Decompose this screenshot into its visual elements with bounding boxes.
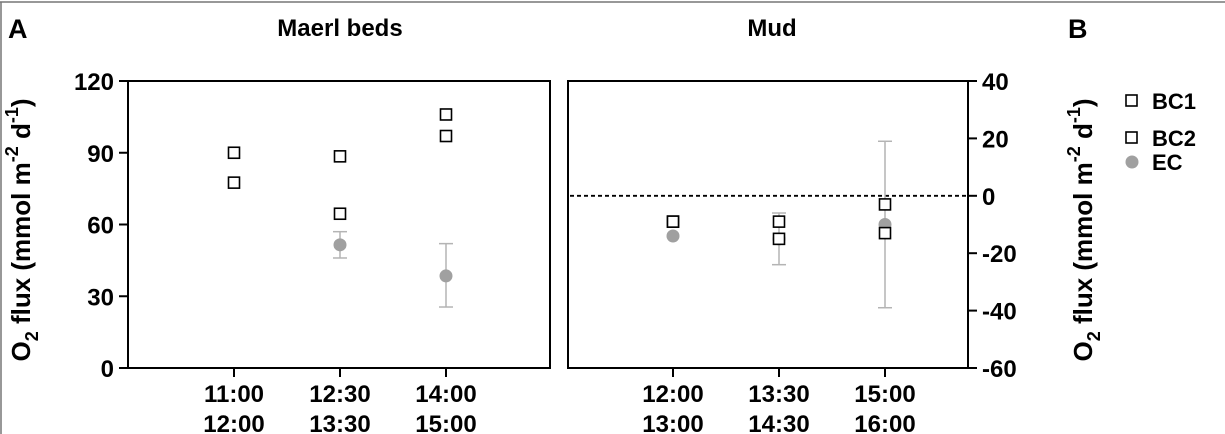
panel-a-point-ec <box>439 269 453 283</box>
panel-a-point-bc1 <box>439 129 453 143</box>
panel-a-frame <box>127 80 551 369</box>
panel-b-ytick-label: -60 <box>982 356 1017 383</box>
panel-b-ytick-label: -20 <box>982 241 1017 268</box>
panel-a-point-bc2 <box>227 146 241 160</box>
panel-b-ytick-label: -40 <box>982 299 1017 326</box>
panel-a-ytick-label: 120 <box>74 69 114 96</box>
panel-b-point-bc1 <box>772 215 786 228</box>
panel-a-xtick-label-end: 13:30 <box>309 411 370 434</box>
panel-b-y-axis-title: O2 flux (mmol m-2 d-1) <box>1064 98 1104 361</box>
panel-a-label: A <box>8 14 28 44</box>
legend-label-bc1: BC1 <box>1152 89 1196 114</box>
panel-a-point-bc1 <box>333 207 347 221</box>
panel-a-ytick-label: 90 <box>87 141 114 168</box>
panel-b-ytick-label: 40 <box>982 69 1009 96</box>
legend-label-bc2: BC2 <box>1152 126 1196 151</box>
panel-b-ytick-label: 0 <box>982 184 995 211</box>
panel-b-frame <box>567 80 969 369</box>
panel-b-label: B <box>1068 14 1088 44</box>
panel-b-point-ec <box>666 229 680 243</box>
panel-a-ytick-label: 30 <box>87 284 114 311</box>
panel-a-point-bc2 <box>439 108 453 121</box>
panel-b-title: Mud <box>747 15 796 42</box>
panel-b-xtick-label-start: 13:30 <box>748 381 809 408</box>
panel-b-xtick-label-start: 12:00 <box>642 381 703 408</box>
panel-a-ytick-label: 0 <box>101 356 114 383</box>
panel-b-point-bc2 <box>878 226 892 240</box>
panel-b-point-bc2 <box>666 215 680 228</box>
panel-b-point-bc1 <box>878 198 892 211</box>
panel-a-plot: 0 30 60 90 120 11:00 12:00 12:30 13:30 14:00 15:00 <box>74 69 477 434</box>
panel-a-xtick-label-start: 12:30 <box>309 381 370 408</box>
panel-a-xtick-label-end: 12:00 <box>203 411 264 434</box>
panel-b-xtick-label-start: 15:00 <box>854 381 915 408</box>
panel-b-ytick-label: 20 <box>982 126 1009 153</box>
panel-a-title: Maerl beds <box>277 15 402 42</box>
panel-a-point-bc1 <box>227 176 241 189</box>
panel-a-point-bc2 <box>333 150 347 163</box>
legend: BC1 BC2 EC <box>1125 89 1196 175</box>
legend-label-ec: EC <box>1152 150 1183 175</box>
panel-a-xtick-label-start: 11:00 <box>204 381 264 408</box>
panel-b-point-bc2 <box>772 232 786 246</box>
panel-a-xtick-label-end: 15:00 <box>415 411 476 434</box>
panel-b-xtick-label-end: 13:00 <box>642 411 703 434</box>
panel-b-plot: -60 -40 -20 0 20 40 12:00 13:00 13:30 14:30 15:00 1… <box>570 69 1017 434</box>
panel-b-xtick-label-end: 14:30 <box>748 411 809 434</box>
panel-a-ytick-label: 60 <box>87 213 114 240</box>
legend-marker-ec <box>1125 155 1139 169</box>
legend-marker-bc2 <box>1125 131 1138 144</box>
panel-a-y-axis-title: O2 flux (mmol m-2 d-1) <box>2 98 42 361</box>
panel-a-point-ec <box>333 238 347 252</box>
panel-b-xtick-label-end: 16:00 <box>854 411 915 434</box>
panel-a-xtick-label-start: 14:00 <box>415 381 476 408</box>
legend-marker-bc1 <box>1125 94 1138 107</box>
